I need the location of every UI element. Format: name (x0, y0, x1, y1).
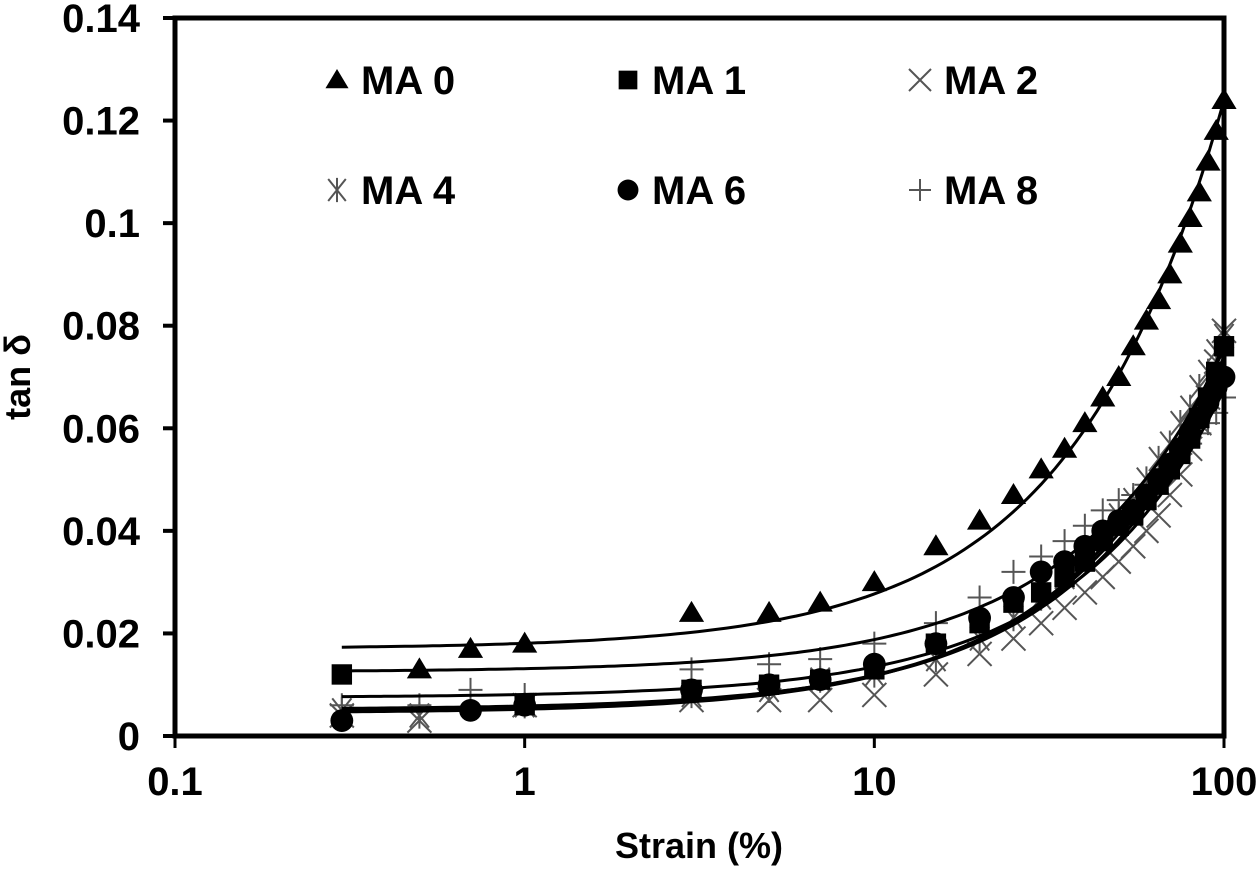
data-point (1195, 149, 1221, 171)
data-point (1028, 457, 1054, 479)
data-point (1074, 551, 1096, 572)
legend-marker-triangle-icon (325, 69, 349, 89)
plot-frame (172, 15, 1227, 739)
data-point (1186, 180, 1212, 202)
data-point (458, 677, 483, 702)
x-tick-label: 0.1 (147, 760, 203, 804)
data-point (807, 687, 833, 713)
x-tick-label: 10 (852, 760, 897, 804)
data-point (1000, 482, 1027, 504)
data-point (807, 590, 833, 612)
data-point (1177, 206, 1203, 228)
legend-label: MA 6 (652, 169, 746, 213)
y-axis-title: tan δ (0, 334, 38, 420)
data-point (968, 606, 991, 630)
y-tick-label: 0.06 (62, 407, 140, 451)
fit-curve-ma-8 (341, 391, 1225, 699)
data-point (861, 682, 888, 708)
data-point (923, 661, 949, 688)
data-point (1073, 534, 1097, 558)
legend-marker-plus-icon (909, 179, 931, 201)
data-point (808, 647, 833, 672)
x-axis-title: Strain (%) (615, 825, 783, 866)
y-tick-label: 0.02 (62, 612, 140, 656)
legend-label: MA 1 (652, 59, 746, 103)
y-tick-label: 0.14 (62, 0, 141, 41)
fit-curve-ma-2 (341, 345, 1225, 714)
y-tick-label: 0.1 (84, 202, 140, 246)
data-point (406, 657, 433, 679)
data-point (457, 636, 484, 658)
y-tick-label: 0.08 (62, 305, 140, 349)
data-point (330, 709, 354, 733)
y-axis: 0 0.02 0.04 0.06 0.08 0.1 0.12 0.14 (62, 0, 175, 759)
legend-marker-x-icon (908, 68, 932, 92)
data-point (1052, 529, 1077, 554)
legend-label: MA 4 (361, 169, 456, 213)
x-axis: 0.1 1 10 100 (147, 736, 1257, 804)
data-point (1072, 579, 1098, 606)
data-point (862, 652, 886, 676)
legend-item: MA 8 (909, 169, 1038, 213)
data-point (1167, 231, 1193, 253)
legend-item: MA 2 (908, 59, 1038, 103)
fit-curve-ma-1 (341, 350, 1225, 673)
data-point (1002, 586, 1025, 609)
fit-curves (341, 103, 1225, 714)
data-point (1072, 411, 1098, 433)
data-point (1028, 610, 1054, 636)
legend-item: MA 6 (617, 169, 746, 213)
x-tick-label: 1 (514, 760, 536, 804)
legend-marker-circle-icon (617, 179, 639, 201)
data-point (861, 570, 887, 592)
data-point (1090, 498, 1115, 523)
legend-label: MA 8 (944, 169, 1038, 213)
legend: MA 0 MA 1 MA 2 MA 4 MA 6 MA 8 (325, 59, 1038, 213)
data-point (1051, 436, 1078, 458)
data-point (1001, 559, 1026, 584)
legend-marker-asterisk-icon (327, 177, 347, 203)
legend-item: MA 4 (327, 169, 456, 213)
data-point (862, 631, 887, 656)
data-point (756, 600, 782, 622)
data-marks (329, 88, 1237, 734)
y-tick-label: 0 (118, 715, 140, 759)
legend-marker-square-icon (618, 70, 638, 90)
data-point (1051, 595, 1078, 621)
data-point (1090, 385, 1116, 407)
data-point (678, 600, 705, 622)
legend-label: MA 2 (944, 59, 1038, 103)
x-tick-label: 100 (1191, 760, 1258, 804)
data-point (967, 585, 992, 610)
y-tick-label: 0.12 (62, 100, 140, 144)
fit-curve-ma-0 (341, 103, 1225, 649)
data-point (680, 678, 703, 702)
legend-item: MA 0 (325, 59, 455, 103)
y-tick-label: 0.04 (62, 510, 141, 554)
data-point (331, 664, 353, 685)
legend-label: MA 0 (361, 59, 455, 103)
data-point (923, 534, 949, 556)
legend-item: MA 1 (618, 59, 746, 103)
data-point (966, 508, 993, 530)
